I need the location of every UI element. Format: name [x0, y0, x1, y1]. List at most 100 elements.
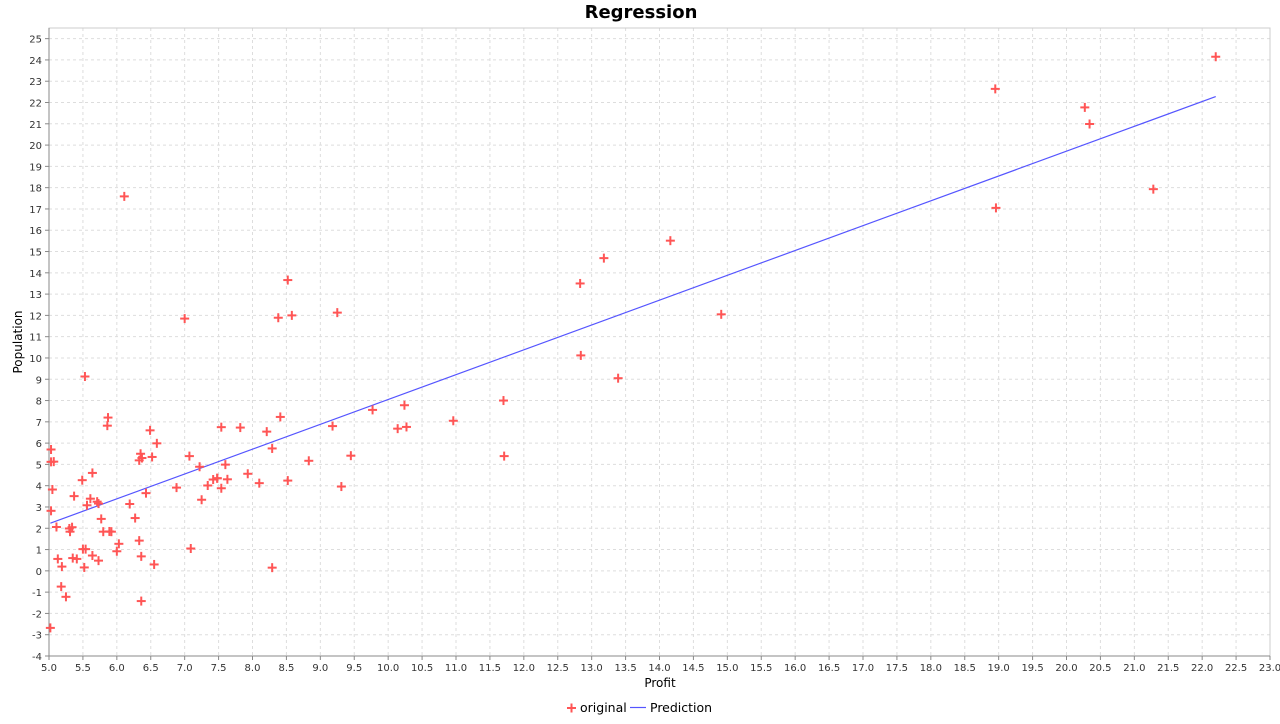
y-tick-label: 22	[29, 99, 42, 110]
data-point	[220, 460, 230, 470]
data-point	[254, 478, 264, 488]
y-tick-label: -2	[32, 609, 42, 620]
y-tick-label: 23	[29, 77, 42, 88]
y-tick-label: 6	[36, 439, 42, 450]
x-tick-label: 10.5	[411, 663, 433, 674]
x-tick-label: 19.0	[988, 663, 1010, 674]
data-point	[1085, 119, 1095, 129]
data-point	[1080, 102, 1090, 112]
x-tick-label: 21.0	[1123, 663, 1145, 674]
data-point	[184, 451, 194, 461]
legend-label-prediction: Prediction	[650, 700, 712, 715]
data-point	[499, 451, 509, 461]
data-point	[125, 499, 135, 509]
data-point	[328, 421, 338, 431]
data-point	[92, 497, 102, 507]
chart-title: Regression	[585, 2, 698, 23]
x-tick-label: 6.5	[143, 663, 159, 674]
x-tick-label: 17.5	[886, 663, 908, 674]
data-point	[575, 278, 585, 288]
axes: 5.0 5.5 6.0 6.5 7.0 7.5 8.0 8.5 9.0 9.5 10.0 10.5 11…	[29, 28, 1280, 674]
data-point	[68, 553, 78, 563]
data-point	[61, 592, 71, 602]
data-point	[716, 309, 726, 319]
x-tick-label: 15.0	[716, 663, 738, 674]
y-tick-label: 20	[29, 141, 42, 152]
data-point	[195, 462, 205, 472]
y-tick-label: 21	[29, 120, 42, 131]
data-point	[287, 310, 297, 320]
data-point	[1148, 184, 1158, 194]
y-tick-label: 16	[29, 226, 42, 237]
data-point	[304, 456, 314, 466]
y-tick-label: -3	[32, 631, 42, 642]
y-tick-label: 15	[29, 248, 42, 259]
y-tick-label: 8	[36, 397, 42, 408]
data-point	[172, 483, 182, 493]
data-point	[267, 443, 277, 453]
x-tick-label: 7.5	[211, 663, 227, 674]
data-point	[216, 422, 226, 432]
x-tick-label: 14.0	[648, 663, 670, 674]
data-point	[136, 449, 146, 459]
data-point	[69, 491, 79, 501]
data-point	[1211, 52, 1221, 62]
y-axis-label: Population	[11, 310, 25, 373]
data-point	[243, 469, 253, 479]
legend-label-original: original	[580, 700, 627, 715]
data-point	[102, 421, 112, 431]
data-point	[119, 191, 129, 201]
y-tick-label: 18	[29, 184, 42, 195]
data-point	[134, 536, 144, 546]
y-tick-label: 0	[36, 567, 42, 578]
x-tick-label: 11.5	[479, 663, 501, 674]
data-point	[235, 423, 245, 433]
x-tick-label: 15.5	[750, 663, 772, 674]
data-point	[130, 513, 140, 523]
data-point	[78, 544, 88, 554]
data-point	[106, 527, 116, 537]
data-point	[57, 562, 67, 572]
data-point	[186, 543, 196, 553]
y-tick-label: 10	[29, 354, 42, 365]
x-tick-label: 20.0	[1055, 663, 1077, 674]
x-tick-label: 17.0	[852, 663, 874, 674]
x-tick-label: 13.5	[614, 663, 636, 674]
data-point	[262, 427, 272, 437]
x-tick-label: 5.5	[75, 663, 91, 674]
data-point	[212, 473, 222, 483]
legend-item-original: original	[567, 700, 627, 715]
prediction-line	[50, 95, 1216, 524]
y-tick-label: 12	[29, 311, 42, 322]
y-tick-label: 2	[36, 524, 42, 535]
x-tick-label: 8.5	[278, 663, 294, 674]
x-tick-label: 22.5	[1225, 663, 1247, 674]
original-series	[45, 52, 1221, 633]
data-point	[152, 438, 162, 448]
y-tick-label: 17	[29, 205, 42, 216]
data-point	[47, 485, 57, 495]
y-tick-label: 19	[29, 162, 42, 173]
data-point	[990, 84, 1000, 94]
y-tick-label: 7	[36, 418, 42, 429]
data-point	[368, 405, 378, 415]
data-point	[283, 275, 293, 285]
y-tick-label: 25	[29, 35, 42, 46]
y-tick-label: 5	[36, 460, 42, 471]
data-point	[273, 313, 283, 323]
data-point	[80, 371, 90, 381]
data-point	[87, 551, 97, 561]
data-point	[332, 308, 342, 318]
data-point	[56, 582, 66, 592]
data-point	[112, 546, 122, 556]
x-tick-label: 5.0	[41, 663, 57, 674]
data-point	[85, 494, 95, 504]
data-point	[336, 482, 346, 492]
x-tick-label: 22.0	[1191, 663, 1213, 674]
x-tick-label: 20.5	[1089, 663, 1111, 674]
data-point	[203, 480, 213, 490]
data-point	[67, 522, 77, 532]
x-tick-label: 16.0	[784, 663, 806, 674]
x-tick-label: 12.0	[513, 663, 535, 674]
